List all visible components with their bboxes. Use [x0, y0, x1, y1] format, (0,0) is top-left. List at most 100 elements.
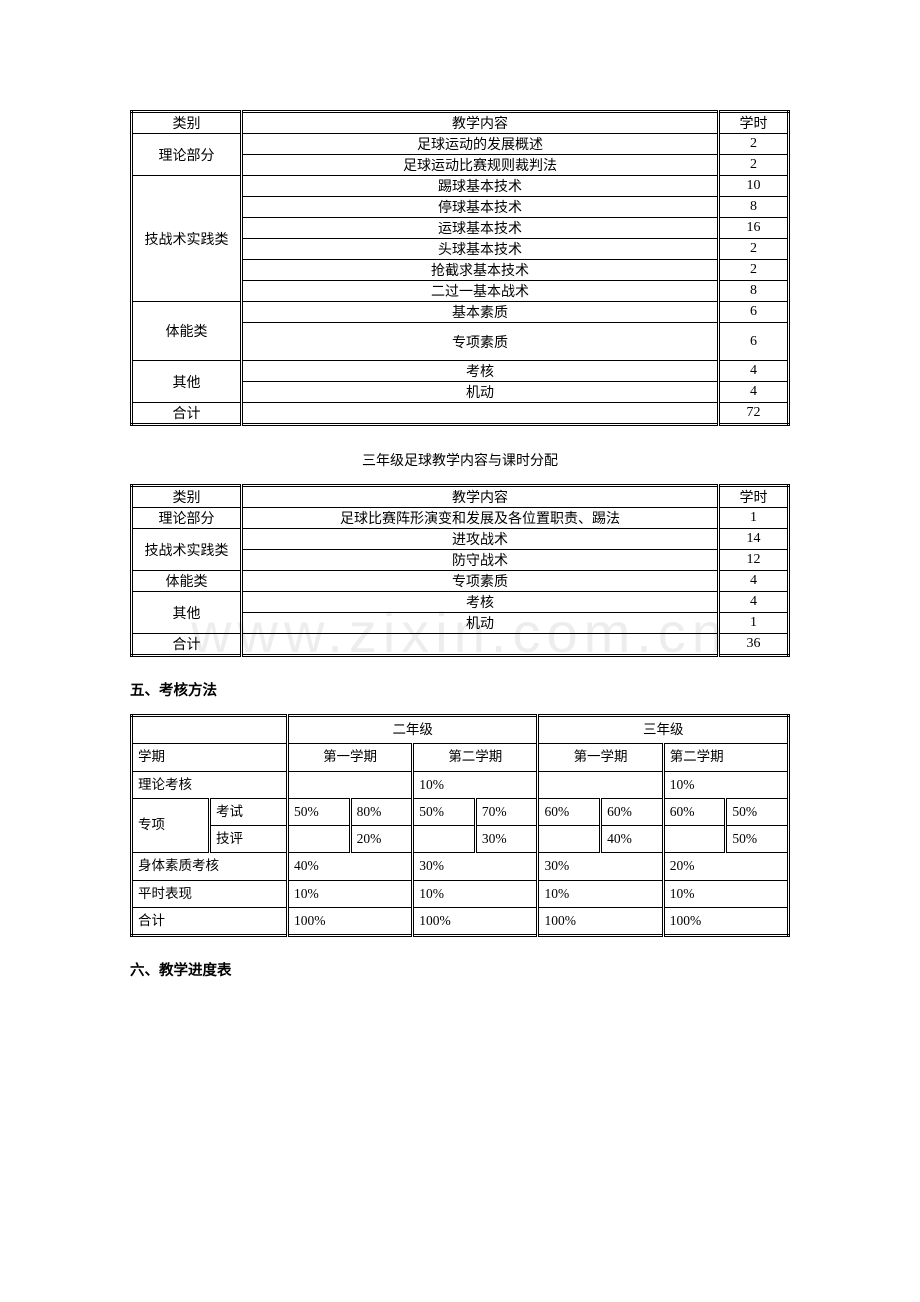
content-cell: 专项素质 [242, 571, 719, 592]
content-cell: 足球运动比赛规则裁判法 [242, 155, 719, 176]
row-label: 合计 [132, 907, 288, 935]
content-cell: 足球运动的发展概述 [242, 134, 719, 155]
hours-cell: 12 [719, 550, 789, 571]
table-cell [538, 826, 601, 853]
category-cell: 体能类 [132, 302, 242, 361]
grade2-header: 二年级 [287, 716, 538, 744]
table-cell: 10% [287, 880, 412, 907]
table-cell: 60% [601, 798, 664, 825]
row-label: 理论考核 [132, 771, 288, 798]
hours-cell: 2 [719, 155, 789, 176]
hours-cell: 8 [719, 281, 789, 302]
curriculum-table-grade3: 类别教学内容学时理论部分足球比赛阵形演变和发展及各位置职责、踢法1技战术实践类进… [130, 484, 790, 657]
category-cell: 其他 [132, 592, 242, 634]
hours-cell: 4 [719, 382, 789, 403]
table-cell: 10% [413, 880, 538, 907]
hours-cell: 8 [719, 197, 789, 218]
hours-cell: 1 [719, 613, 789, 634]
table-cell [413, 826, 476, 853]
table-cell: 20% [663, 853, 788, 880]
table-header-cell: 教学内容 [242, 112, 719, 134]
table-cell: 10% [413, 771, 538, 798]
table-cell [287, 826, 350, 853]
section-heading-6: 六、教学进度表 [130, 959, 790, 980]
sem-header: 第一学期 [287, 744, 412, 771]
table-cell: 30% [475, 826, 538, 853]
category-cell: 技战术实践类 [132, 176, 242, 302]
table-cell: 10% [663, 771, 788, 798]
content-cell: 考核 [242, 361, 719, 382]
content-cell: 机动 [242, 613, 719, 634]
hours-cell: 2 [719, 260, 789, 281]
assessment-table: 二年级三年级学期第一学期第二学期第一学期第二学期理论考核10%10%专项考试50… [130, 714, 790, 937]
curriculum-table-grade2: 类别教学内容学时理论部分足球运动的发展概述2足球运动比赛规则裁判法2技战术实践类… [130, 110, 790, 426]
table-cell: 70% [475, 798, 538, 825]
hours-cell: 72 [719, 403, 789, 425]
hours-cell: 14 [719, 529, 789, 550]
table-cell: 60% [538, 798, 601, 825]
table-cell: 40% [287, 853, 412, 880]
row-label: 身体素质考核 [132, 853, 288, 880]
table-header-cell: 学时 [719, 112, 789, 134]
table-cell: 80% [350, 798, 413, 825]
table-cell: 100% [413, 907, 538, 935]
hours-cell: 16 [719, 218, 789, 239]
category-cell: 技战术实践类 [132, 529, 242, 571]
category-cell: 合计 [132, 403, 242, 425]
sem-header: 第二学期 [413, 744, 538, 771]
sub-label: 考试 [209, 798, 287, 825]
sem-header: 第一学期 [538, 744, 663, 771]
table-header-cell: 学时 [719, 486, 789, 508]
table-header-cell: 类别 [132, 112, 242, 134]
hours-cell: 36 [719, 634, 789, 656]
content-cell: 踢球基本技术 [242, 176, 719, 197]
table-cell [287, 771, 412, 798]
table-cell [663, 826, 726, 853]
table-header-cell: 教学内容 [242, 486, 719, 508]
blank-header [132, 716, 288, 744]
content-cell [242, 634, 719, 656]
table-cell: 20% [350, 826, 413, 853]
table2-caption: 三年级足球教学内容与课时分配 [130, 450, 790, 470]
category-cell: 合计 [132, 634, 242, 656]
content-cell: 运球基本技术 [242, 218, 719, 239]
sem-header: 第二学期 [663, 744, 788, 771]
category-cell: 其他 [132, 361, 242, 403]
table-cell: 50% [413, 798, 476, 825]
grade3-header: 三年级 [538, 716, 789, 744]
table-cell: 10% [538, 880, 663, 907]
content-cell: 头球基本技术 [242, 239, 719, 260]
hours-cell: 1 [719, 508, 789, 529]
sub-label: 技评 [209, 826, 287, 853]
hours-cell: 4 [719, 361, 789, 382]
content-cell: 抢截求基本技术 [242, 260, 719, 281]
table-cell: 30% [538, 853, 663, 880]
content-cell: 考核 [242, 592, 719, 613]
content-cell [242, 403, 719, 425]
table-cell: 100% [287, 907, 412, 935]
category-cell: 理论部分 [132, 508, 242, 529]
table-cell: 40% [601, 826, 664, 853]
table-cell: 10% [663, 880, 788, 907]
hours-cell: 4 [719, 571, 789, 592]
content-cell: 机动 [242, 382, 719, 403]
table-cell: 50% [726, 826, 789, 853]
content-cell: 停球基本技术 [242, 197, 719, 218]
hours-cell: 6 [719, 302, 789, 323]
table-header-cell: 类别 [132, 486, 242, 508]
category-cell: 体能类 [132, 571, 242, 592]
hours-cell: 2 [719, 239, 789, 260]
hours-cell: 4 [719, 592, 789, 613]
table-cell: 50% [287, 798, 350, 825]
hours-cell: 2 [719, 134, 789, 155]
content-cell: 二过一基本战术 [242, 281, 719, 302]
content-cell: 基本素质 [242, 302, 719, 323]
content-cell: 防守战术 [242, 550, 719, 571]
row-label: 平时表现 [132, 880, 288, 907]
content-cell: 专项素质 [242, 323, 719, 361]
section-heading-5: 五、考核方法 [130, 679, 790, 700]
content-cell: 足球比赛阵形演变和发展及各位置职责、踢法 [242, 508, 719, 529]
table-cell: 100% [538, 907, 663, 935]
hours-cell: 10 [719, 176, 789, 197]
table-cell: 100% [663, 907, 788, 935]
